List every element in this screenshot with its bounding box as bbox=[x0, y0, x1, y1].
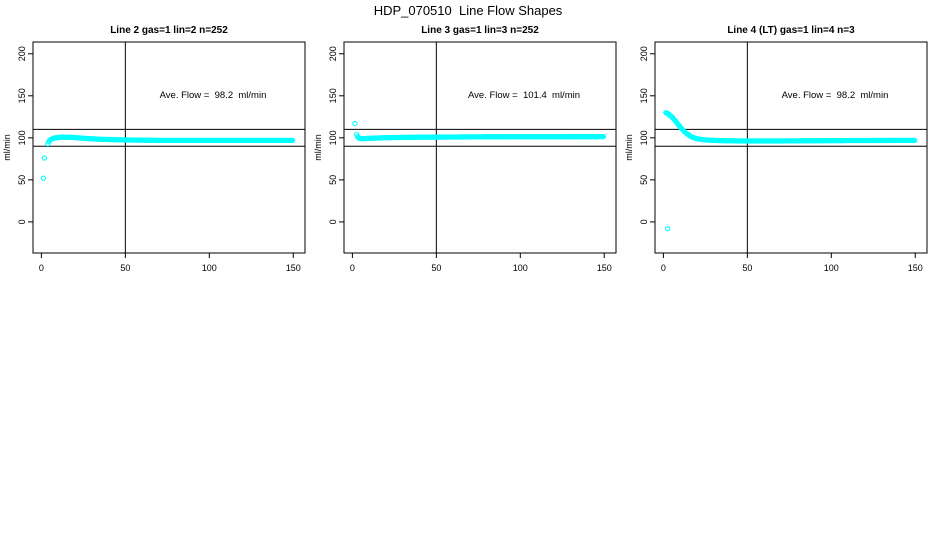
svg-text:150: 150 bbox=[597, 263, 612, 273]
figure-title: HDP_070510 Line Flow Shapes bbox=[373, 3, 563, 18]
svg-text:50: 50 bbox=[742, 263, 752, 273]
svg-text:150: 150 bbox=[286, 263, 301, 273]
svg-text:0: 0 bbox=[639, 219, 649, 224]
svg-text:50: 50 bbox=[639, 175, 649, 185]
svg-text:200: 200 bbox=[17, 46, 27, 61]
svg-text:0: 0 bbox=[17, 219, 27, 224]
svg-text:100: 100 bbox=[513, 263, 528, 273]
svg-text:ml/min: ml/min bbox=[313, 134, 323, 161]
panel-line-2: Line 2 gas=1 lin=2 n=252 0 50 100 150 0 50 100… bbox=[0, 25, 311, 287]
svg-text:0: 0 bbox=[328, 219, 338, 224]
svg-text:0: 0 bbox=[661, 263, 666, 273]
svg-text:ml/min: ml/min bbox=[2, 134, 12, 161]
ave-flow-annotation: Ave. Flow = 98.2 ml/min bbox=[159, 90, 267, 101]
flow-plot-svg: 0 50 100 150 0 50 100 150 200 ml/min bbox=[624, 41, 928, 273]
ave-flow-annotation: Ave. Flow = 98.2 ml/min bbox=[781, 90, 889, 101]
svg-text:50: 50 bbox=[120, 263, 130, 273]
svg-text:150: 150 bbox=[328, 88, 338, 103]
svg-text:50: 50 bbox=[431, 263, 441, 273]
panel-line-3: Line 3 gas=1 lin=3 n=252 0 50 100 150 0 50 100… bbox=[311, 25, 622, 287]
svg-text:50: 50 bbox=[17, 175, 27, 185]
panel-title: Line 4 (LT) gas=1 lin=4 n=3 bbox=[727, 25, 855, 36]
panel-title: Line 2 gas=1 lin=2 n=252 bbox=[110, 25, 228, 36]
svg-text:100: 100 bbox=[202, 263, 217, 273]
svg-text:200: 200 bbox=[639, 46, 649, 61]
svg-text:100: 100 bbox=[824, 263, 839, 273]
svg-text:150: 150 bbox=[17, 88, 27, 103]
panel-title: Line 3 gas=1 lin=3 n=252 bbox=[421, 25, 539, 36]
svg-text:100: 100 bbox=[639, 130, 649, 145]
flow-plot-svg: 0 50 100 150 0 50 100 150 200 ml/min bbox=[313, 41, 617, 273]
svg-text:0: 0 bbox=[350, 263, 355, 273]
svg-text:0: 0 bbox=[39, 263, 44, 273]
svg-text:ml/min: ml/min bbox=[624, 134, 634, 161]
svg-text:100: 100 bbox=[328, 130, 338, 145]
ave-flow-annotation: Ave. Flow = 101.4 ml/min bbox=[467, 90, 581, 101]
svg-text:200: 200 bbox=[328, 46, 338, 61]
panel-line-4: Line 4 (LT) gas=1 lin=4 n=3 0 50 100 150 0 50… bbox=[622, 25, 933, 287]
svg-text:150: 150 bbox=[639, 88, 649, 103]
svg-text:50: 50 bbox=[328, 175, 338, 185]
flow-plot-svg: 0 50 100 150 0 50 100 150 200 ml/min bbox=[2, 41, 306, 273]
svg-text:150: 150 bbox=[908, 263, 923, 273]
svg-text:100: 100 bbox=[17, 130, 27, 145]
